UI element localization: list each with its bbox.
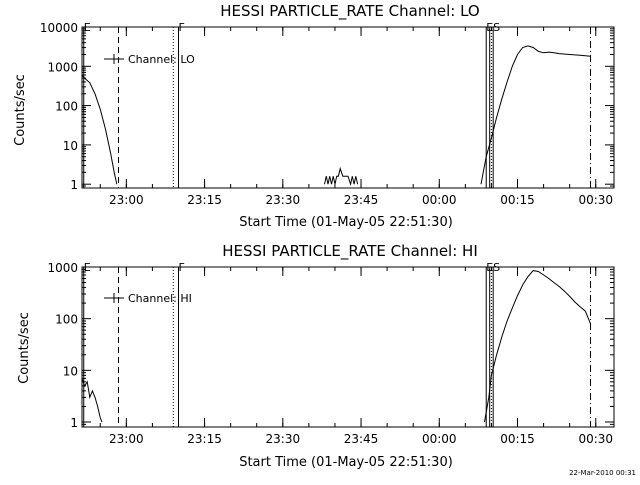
- y-tick-label: 10: [63, 139, 78, 153]
- x-tick-label: 23:45: [344, 432, 379, 446]
- event-marker-label: F: [178, 21, 184, 34]
- y-tick-label: 1: [70, 416, 78, 430]
- plot-frame: [81, 26, 615, 189]
- y-tick-label: 10: [63, 364, 78, 378]
- legend-label: Channel: HI: [128, 292, 192, 305]
- y-tick-label: 100: [55, 100, 78, 114]
- x-tick-label: 23:00: [109, 432, 144, 446]
- series-line: [81, 378, 103, 423]
- x-tick-label: 23:15: [187, 193, 222, 207]
- x-tick-label: 00:15: [500, 193, 535, 207]
- panel-channel-lo: HESSI PARTICLE_RATE Channel: LO Counts/s…: [13, 2, 615, 230]
- x-tick-label: 00:30: [578, 432, 613, 446]
- event-marker-label: E: [84, 21, 91, 34]
- footer-timestamp: 22-Mar-2010 00:31: [569, 469, 636, 477]
- series-line: [81, 74, 118, 185]
- series-line: [484, 270, 591, 423]
- x-tick-label: 23:00: [109, 193, 144, 207]
- y-axis-label: Counts/sec: [13, 74, 28, 146]
- event-marker-label: F: [178, 261, 184, 274]
- event-marker-label: S: [493, 261, 500, 274]
- chart-title: HESSI PARTICLE_RATE Channel: HI: [222, 242, 478, 261]
- x-axis-label: Start Time (01-May-05 22:51:30): [239, 215, 453, 230]
- plot-frame: [81, 266, 615, 428]
- y-tick-label: 100: [55, 313, 78, 327]
- x-tick-label: 23:45: [344, 193, 379, 207]
- legend-label: Channel: LO: [128, 53, 195, 66]
- x-tick-label: 23:30: [266, 432, 301, 446]
- y-tick-label: 1: [70, 178, 78, 192]
- panel-channel-hi: HESSI PARTICLE_RATE Channel: HI Counts/s…: [17, 242, 615, 470]
- y-tick-label: 10000: [40, 21, 78, 35]
- x-tick-label: 00:00: [422, 193, 457, 207]
- y-tick-label: 1000: [47, 261, 78, 275]
- x-tick-label: 00:15: [500, 432, 535, 446]
- series-line: [324, 166, 359, 187]
- y-axis-label: Counts/sec: [17, 312, 32, 384]
- x-tick-label: 00:30: [578, 193, 613, 207]
- event-marker-label: E: [84, 261, 91, 274]
- event-marker-label: S: [493, 21, 500, 34]
- series-line: [480, 45, 591, 185]
- y-tick-label: 1000: [47, 60, 78, 74]
- x-tick-label: 23:15: [187, 432, 222, 446]
- x-tick-label: 23:30: [266, 193, 301, 207]
- x-axis-label: Start Time (01-May-05 22:51:30): [239, 455, 453, 470]
- chart-title: HESSI PARTICLE_RATE Channel: LO: [220, 2, 479, 21]
- x-tick-label: 00:00: [422, 432, 457, 446]
